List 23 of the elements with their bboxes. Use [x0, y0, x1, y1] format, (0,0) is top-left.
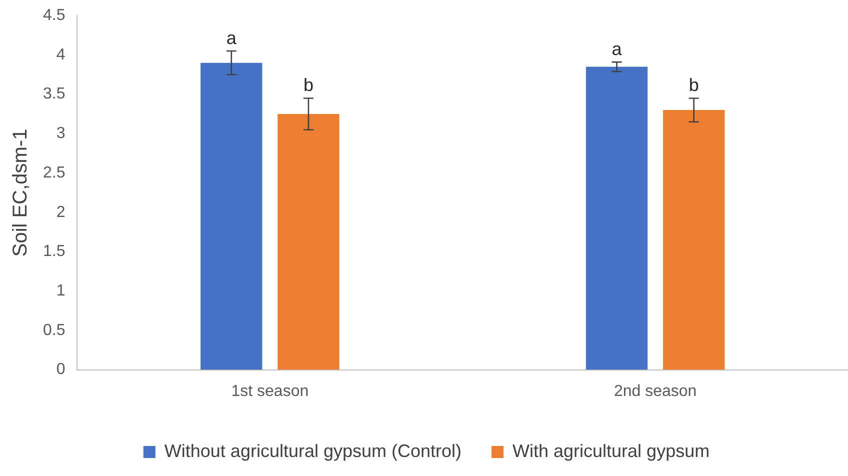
y-tick-label: 1.5 — [42, 243, 66, 260]
legend-label: With agricultural gypsum — [512, 440, 710, 461]
data-label: b — [303, 75, 314, 96]
y-tick-label: 2.5 — [42, 164, 66, 182]
y-tick-label: 0 — [56, 361, 66, 378]
y-tick-label: 3 — [56, 125, 66, 142]
bar — [586, 66, 648, 370]
data-label: a — [612, 39, 623, 60]
y-tick-label: 2 — [56, 204, 66, 221]
legend-label: Without agricultural gypsum (Control) — [164, 440, 462, 461]
y-tick-label: 0.5 — [42, 322, 66, 339]
data-label: a — [226, 28, 238, 48]
x-tick-label: 1st season — [231, 382, 309, 400]
bar — [278, 114, 340, 370]
x-tick-label: 2nd season — [614, 382, 697, 400]
y-axis-title: Soil EC,dsm-1 — [10, 128, 32, 257]
y-tick-label: 3.5 — [42, 86, 66, 103]
y-tick-label: 4 — [56, 46, 66, 64]
bar — [200, 62, 262, 370]
bar — [663, 110, 725, 370]
y-tick-label: 4.5 — [42, 7, 66, 24]
y-tick-label: 1 — [56, 282, 66, 300]
data-label: b — [688, 75, 699, 96]
